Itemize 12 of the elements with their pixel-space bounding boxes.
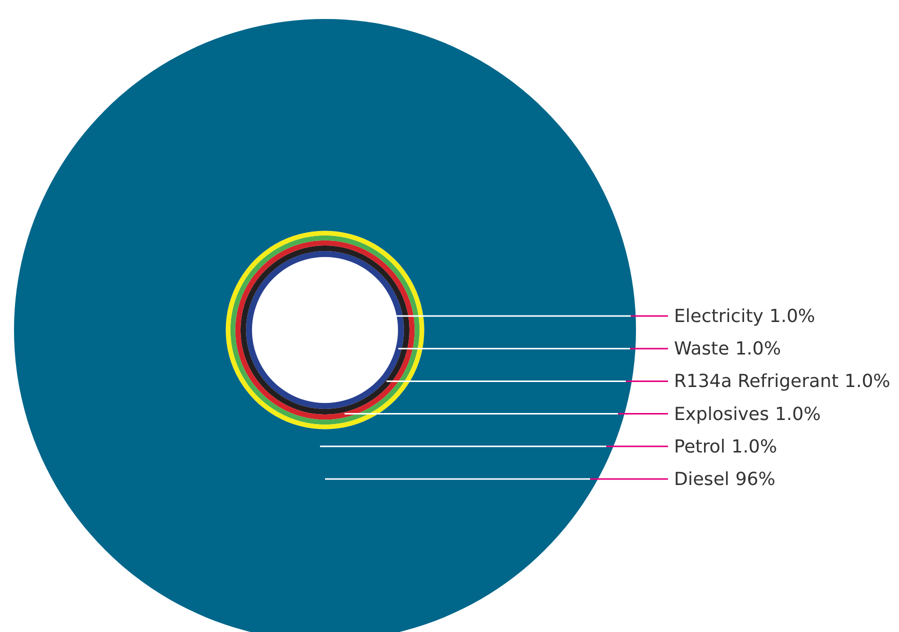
data-label: 1.0% [769,306,816,327]
data-label: 1.0% [774,404,821,425]
category-label: Electricity [674,306,764,327]
category-label: Waste [674,338,730,360]
category-label: Explosives [674,404,769,425]
data-label: 1.0% [731,436,778,458]
category-label: Petrol [674,436,726,458]
data-label: 1.0% [844,371,890,392]
category-label: R134a Refrigerant [674,371,839,392]
data-label: 96% [735,469,776,490]
category-label: Diesel [674,469,730,490]
data-label: 1.0% [735,338,781,360]
